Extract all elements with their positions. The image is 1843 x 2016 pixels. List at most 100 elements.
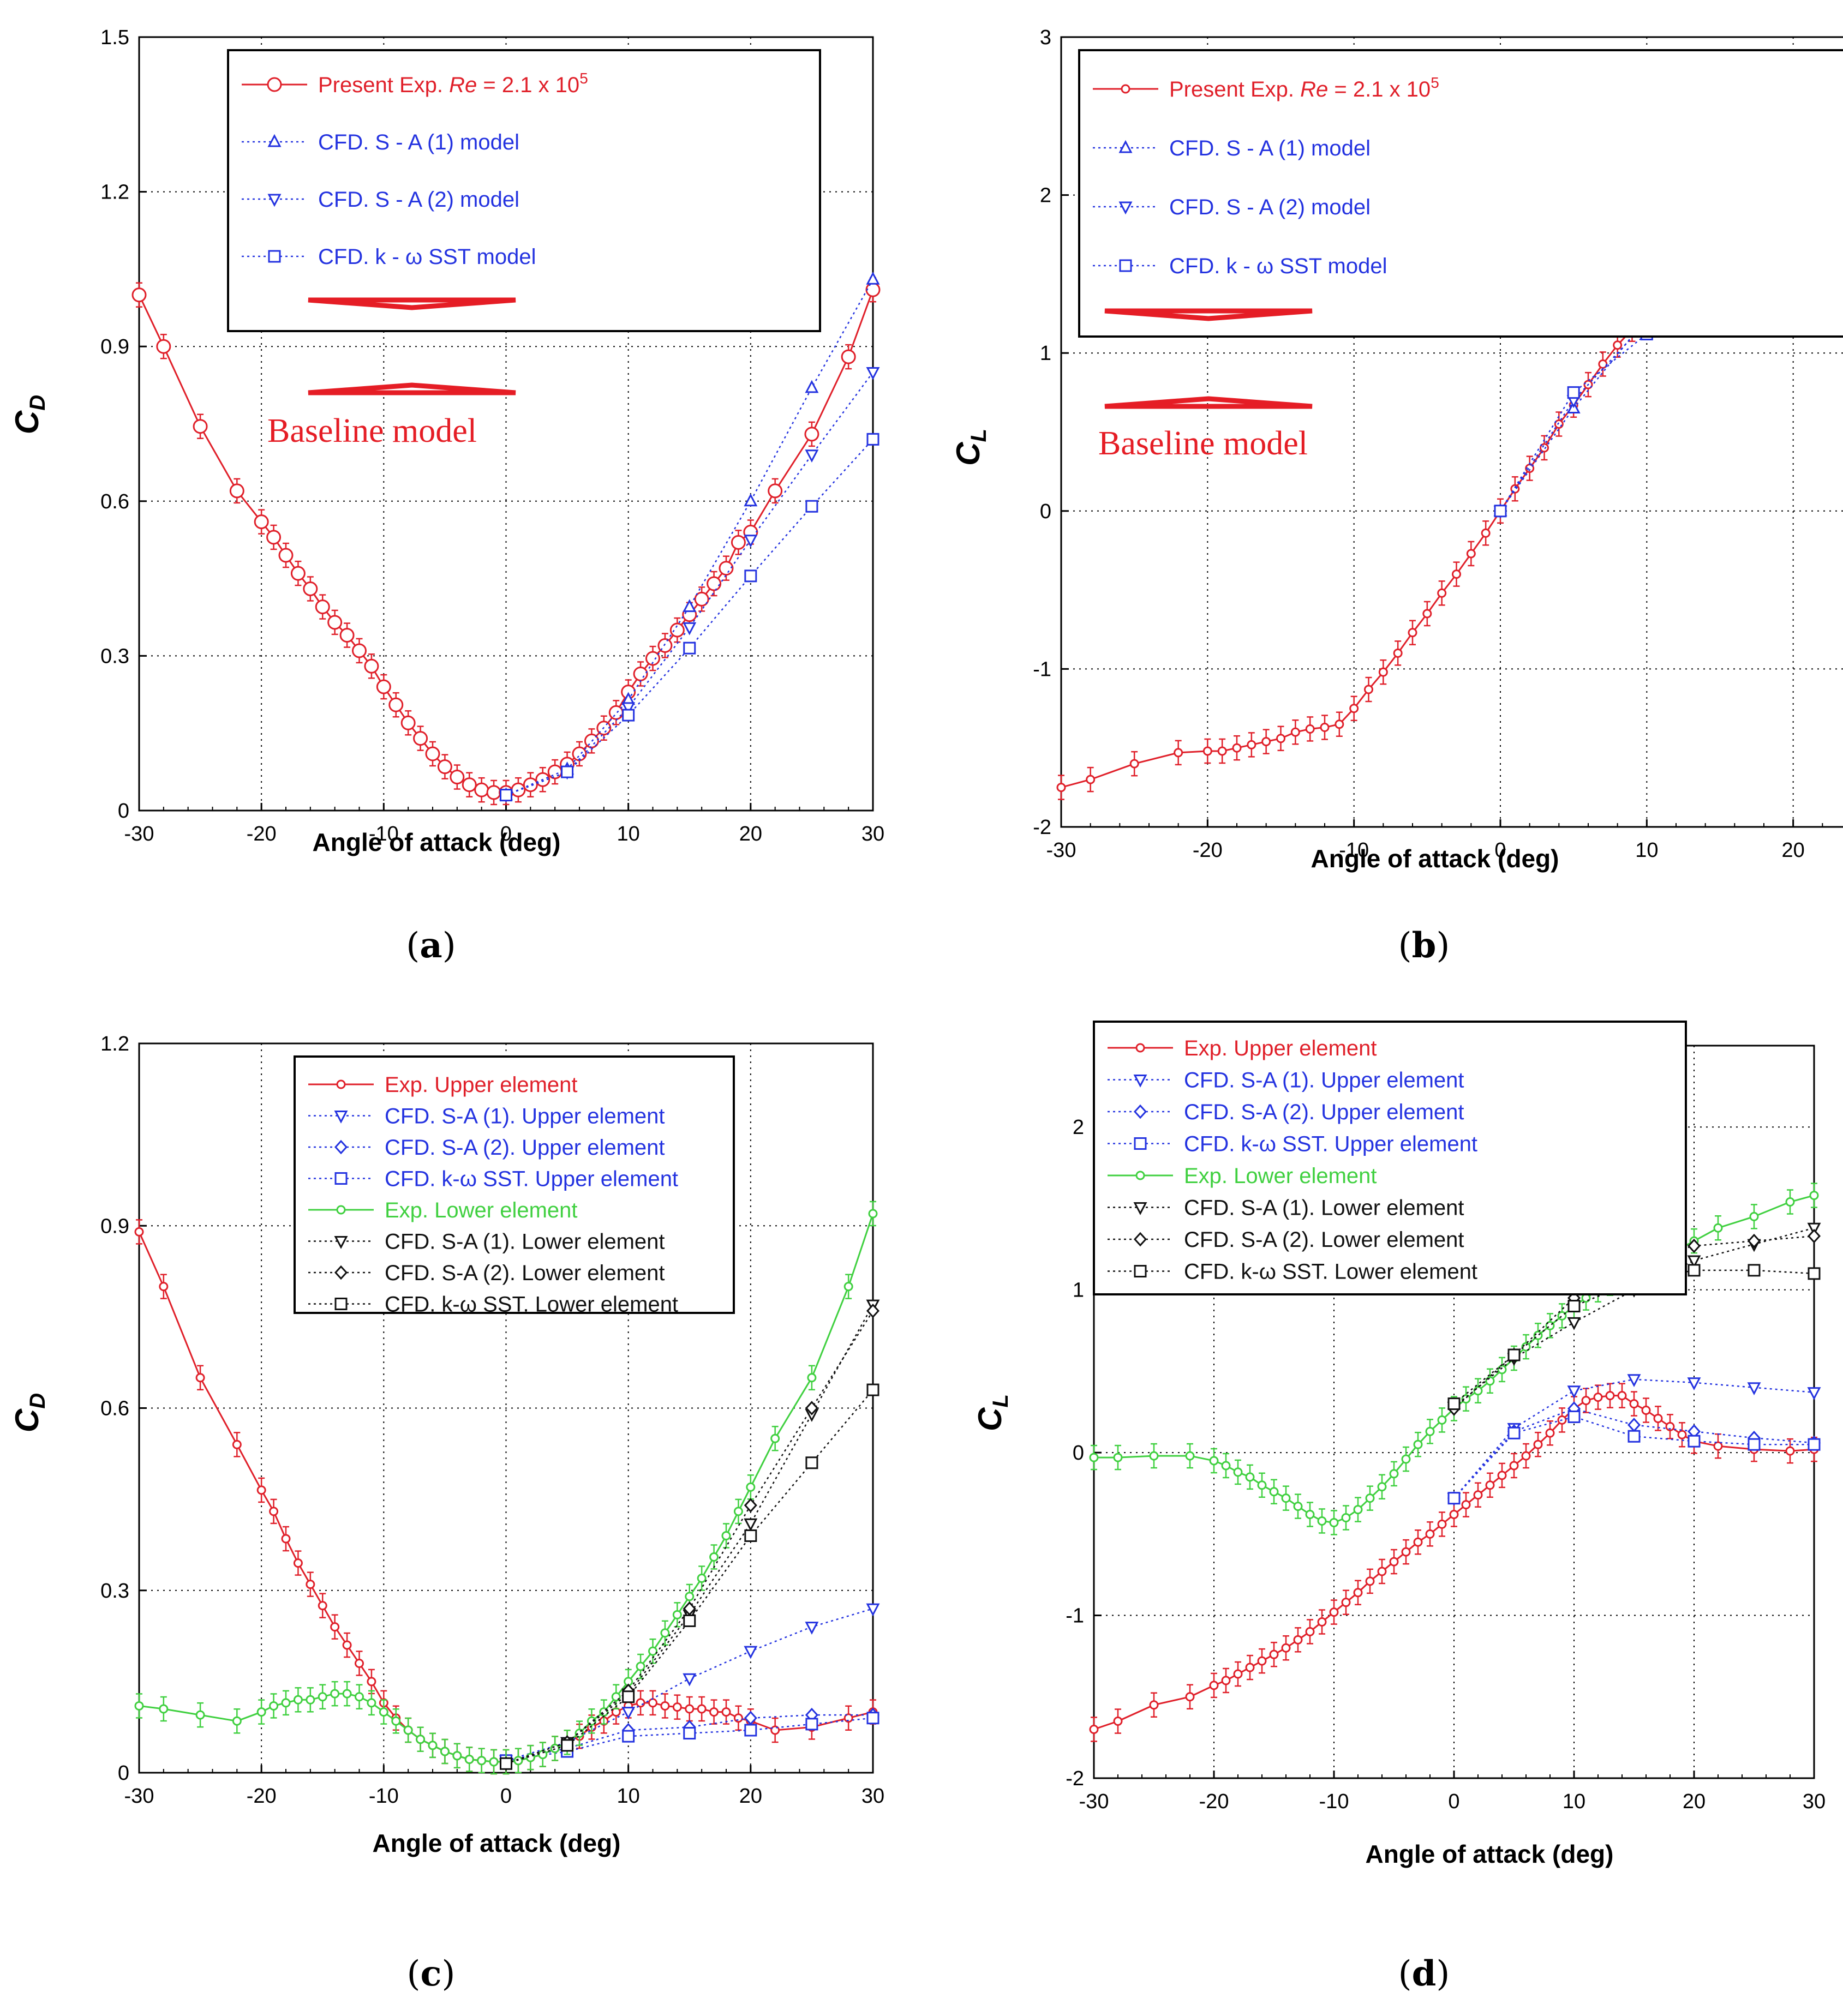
legend-marker: [267, 134, 282, 147]
data-point: [1641, 1406, 1651, 1415]
data-point: [660, 1701, 670, 1711]
legend-entry: CFD. S-A (2). Lower element: [1184, 1228, 1464, 1252]
data-point: [1245, 1663, 1255, 1672]
legend-entry: CFD. S - A (1) model: [318, 130, 519, 154]
legend-entry: CFD. k - ω SST model: [318, 245, 536, 269]
data-point: [621, 1707, 636, 1720]
data-point: [1305, 724, 1315, 734]
data-point: [1174, 748, 1183, 758]
data-point: [500, 1757, 512, 1770]
data-point: [159, 1282, 169, 1292]
data-point: [685, 1704, 695, 1714]
data-point: [1494, 505, 1507, 518]
legend-entry: CFD. S-A (2). Upper element: [1184, 1100, 1464, 1124]
y-tick-label: 1: [1040, 342, 1051, 365]
legend-entry: Exp. Upper element: [385, 1073, 578, 1097]
data-point: [1317, 1516, 1327, 1526]
data-point: [669, 622, 685, 638]
y-tick-label: 0: [118, 800, 129, 823]
y-tick-label: 0.9: [100, 1215, 129, 1238]
legend-entry: Exp. Lower element: [1184, 1164, 1377, 1188]
data-point: [1185, 1692, 1195, 1702]
data-point: [1437, 1415, 1447, 1425]
data-point: [134, 1701, 144, 1711]
x-tick-label: -30: [124, 1785, 154, 1808]
data-point: [1473, 1490, 1483, 1500]
data-point: [1509, 1461, 1519, 1471]
data-point: [1437, 1519, 1447, 1529]
data-point: [657, 638, 673, 653]
legend-entry: CFD. S-A (2). Upper element: [385, 1136, 665, 1160]
data-point: [744, 535, 758, 548]
data-point: [477, 1756, 487, 1766]
data-point: [391, 1716, 401, 1726]
data-point: [805, 449, 819, 463]
data-point: [1349, 704, 1359, 713]
data-point: [1617, 1391, 1627, 1401]
data-point: [733, 1507, 743, 1516]
data-point: [1447, 1492, 1461, 1505]
data-point: [645, 651, 660, 666]
data-point: [1293, 1635, 1303, 1645]
y-tick-label: 0.9: [100, 335, 129, 358]
data-point: [1305, 1627, 1315, 1636]
data-point: [1713, 1223, 1723, 1233]
data-point: [131, 287, 147, 303]
data-point: [804, 427, 819, 442]
data-point: [1473, 1386, 1483, 1396]
data-point: [1209, 1681, 1219, 1690]
series-d-0: [1089, 1383, 1819, 1742]
data-point: [315, 599, 330, 615]
legend-entry: CFD. k-ω SST. Lower element: [385, 1293, 678, 1317]
data-point: [1461, 1500, 1471, 1510]
legend-entry: CFD. S-A (1). Lower element: [1184, 1196, 1464, 1220]
data-point: [721, 1707, 731, 1717]
data-point: [1202, 746, 1212, 756]
data-point: [1089, 1453, 1099, 1462]
data-point: [293, 1558, 303, 1568]
data-point: [318, 1692, 327, 1702]
data-point: [721, 1531, 731, 1540]
baseline-shape: [1104, 396, 1313, 409]
data-point: [733, 1713, 743, 1723]
legend-marker: [336, 1205, 346, 1215]
data-point: [1365, 1493, 1375, 1503]
data-point: [195, 1710, 205, 1720]
data-point: [685, 1592, 695, 1601]
legend-box: [1078, 49, 1843, 338]
data-point: [1749, 1211, 1759, 1221]
data-point: [1748, 1438, 1761, 1451]
data-point: [416, 1735, 426, 1744]
data-point: [1497, 1471, 1507, 1480]
series-line: [1499, 322, 1843, 512]
x-tick-label: 0: [500, 1785, 512, 1808]
data-point: [866, 367, 880, 380]
chart-panel-a: -30 -20 -10 0 10 20 30 0 0.3 0.6 0.9 1.2 1.5 Angle of…: [9, 26, 884, 966]
data-point: [464, 1754, 474, 1764]
data-point: [330, 1689, 340, 1699]
data-point: [1449, 1510, 1459, 1520]
series-d-2: [1447, 1401, 1821, 1505]
data-point: [1221, 1461, 1231, 1471]
data-point: [805, 500, 818, 513]
legend-marker: [1118, 140, 1133, 153]
data-point: [744, 1518, 758, 1532]
data-point: [193, 419, 208, 434]
data-point: [805, 1401, 818, 1415]
data-point: [342, 1640, 352, 1650]
data-point: [622, 1690, 635, 1703]
data-point: [1129, 759, 1139, 769]
data-point: [352, 643, 367, 658]
legend-entry: CFD. S - A (2) model: [1169, 195, 1371, 219]
legend-marker: [1135, 1171, 1145, 1180]
legend-box: [294, 1055, 735, 1314]
data-point: [1185, 1451, 1195, 1461]
series-a-3: [500, 433, 879, 802]
data-point: [672, 1702, 682, 1712]
baseline-shape: [308, 382, 516, 395]
data-point: [1113, 1453, 1123, 1462]
data-point: [709, 1707, 719, 1717]
data-point: [866, 1712, 879, 1725]
data-point: [868, 1209, 878, 1219]
